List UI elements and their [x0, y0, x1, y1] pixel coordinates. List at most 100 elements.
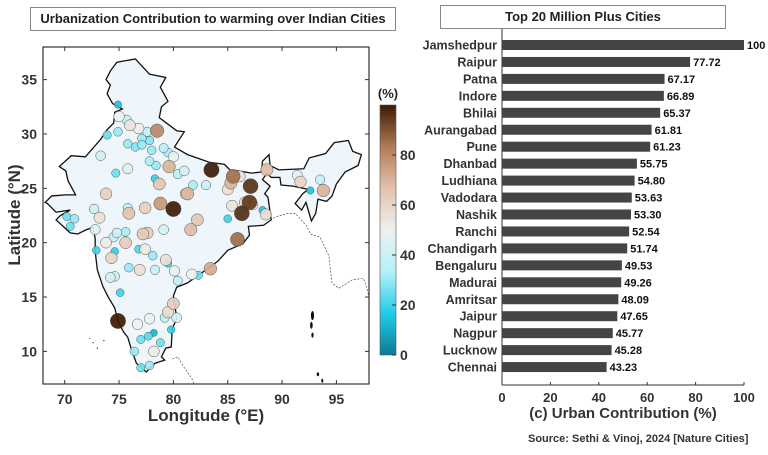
city-point: [158, 224, 169, 235]
city-point: [184, 223, 198, 237]
bar-xlabel: (c) Urban Contribution (%): [529, 405, 716, 422]
city-point: [136, 227, 150, 241]
map-xlabel: Longitude (°E): [148, 406, 264, 425]
city-point: [150, 123, 165, 138]
city-point: [95, 150, 106, 161]
city-point: [124, 119, 136, 132]
bar: [502, 243, 628, 254]
colorbar-tick-label: 60: [400, 197, 416, 213]
city-point: [69, 214, 80, 224]
city-point: [123, 139, 133, 149]
map-title: Urbanization Contribution to warming ove…: [30, 7, 396, 31]
city-point: [129, 346, 139, 357]
city-point: [172, 275, 183, 286]
bar: [502, 40, 744, 50]
city-point: [105, 272, 116, 283]
neighbour-border: [269, 213, 369, 298]
city-point: [259, 208, 272, 221]
city-point: [144, 331, 153, 341]
bar-value-label: 43.23: [610, 362, 638, 374]
city-point: [88, 203, 100, 215]
bar-category-label: Ranchi: [455, 225, 497, 239]
bar: [502, 226, 630, 237]
y-tick-label: 35: [21, 72, 37, 88]
bar-value-label: 100: [747, 40, 765, 52]
source-note: Source: Sethi & Vinoj, 2024 [Nature Citi…: [528, 433, 749, 445]
city-point: [203, 262, 217, 276]
x-tick-label: 95: [329, 391, 345, 407]
city-point: [120, 227, 131, 237]
bar-value-label: 48.09: [621, 294, 649, 306]
bar-category-label: Ludhiana: [441, 174, 498, 188]
city-point: [180, 187, 195, 201]
bar-value-label: 45.28: [615, 345, 643, 357]
bar-x-tick-label: 40: [592, 390, 606, 405]
y-tick-label: 20: [21, 235, 37, 251]
bar: [502, 328, 613, 339]
city-point: [158, 143, 169, 153]
city-point: [167, 325, 176, 334]
bar-value-label: 65.37: [663, 108, 691, 120]
bar: [502, 73, 665, 84]
city-point: [143, 313, 156, 325]
x-tick-label: 85: [220, 391, 236, 407]
x-tick-label: 90: [274, 391, 290, 407]
bar-category-label: Raipur: [457, 55, 497, 69]
city-point: [186, 268, 198, 280]
city-point: [144, 360, 155, 371]
map-frame: [42, 46, 370, 385]
bar-value-label: 49.26: [624, 277, 652, 289]
city-point: [153, 196, 168, 211]
city-point: [122, 206, 136, 220]
city-point: [113, 127, 123, 137]
bar-category-label: Aurangabad: [424, 123, 497, 137]
bar-x-tick-label: 60: [640, 390, 654, 405]
bar-x-tick-label: 0: [498, 390, 505, 405]
city-point: [225, 169, 241, 184]
bar-value-label: 54.80: [638, 176, 666, 188]
city-point: [165, 201, 182, 217]
bar-value-label: 61.23: [653, 142, 681, 154]
city-point: [137, 140, 147, 150]
island: [103, 339, 105, 342]
x-tick-label: 75: [111, 391, 127, 407]
y-tick-label: 10: [21, 343, 37, 359]
bar: [502, 209, 631, 220]
city-point: [162, 160, 176, 174]
city-point: [203, 161, 220, 178]
bar-category-label: Chandigarh: [428, 242, 497, 256]
island: [310, 311, 315, 321]
srilanka-border: [172, 356, 195, 384]
bar-category-label: Bengaluru: [435, 259, 497, 273]
y-tick-label: 15: [21, 289, 37, 305]
city-point: [124, 263, 134, 273]
bar-value-label: 49.53: [625, 260, 653, 272]
bar-category-label: Chennai: [448, 361, 497, 375]
city-point: [119, 236, 132, 249]
city-point: [306, 186, 315, 195]
city-point: [115, 288, 125, 297]
city-point: [230, 232, 245, 247]
city-point: [149, 264, 160, 275]
bar-category-label: Nashik: [456, 208, 497, 222]
x-tick-label: 80: [166, 391, 182, 407]
city-point: [65, 221, 75, 231]
bar: [502, 107, 661, 118]
bar-x-tick-label: 20: [543, 390, 557, 405]
island: [96, 347, 98, 349]
city-point: [167, 297, 180, 310]
bar-category-label: Jaipur: [459, 310, 497, 324]
city-point: [226, 199, 238, 212]
y-tick-label: 25: [21, 180, 37, 196]
city-point: [188, 180, 198, 190]
bar: [502, 175, 635, 186]
city-point: [294, 175, 307, 188]
island: [321, 378, 324, 383]
city-point: [316, 183, 330, 198]
city-point: [241, 194, 258, 211]
bar-category-label: Amritsar: [446, 293, 498, 307]
city-point: [114, 100, 122, 109]
bar-value-label: 51.74: [630, 243, 658, 255]
city-point: [148, 251, 158, 261]
